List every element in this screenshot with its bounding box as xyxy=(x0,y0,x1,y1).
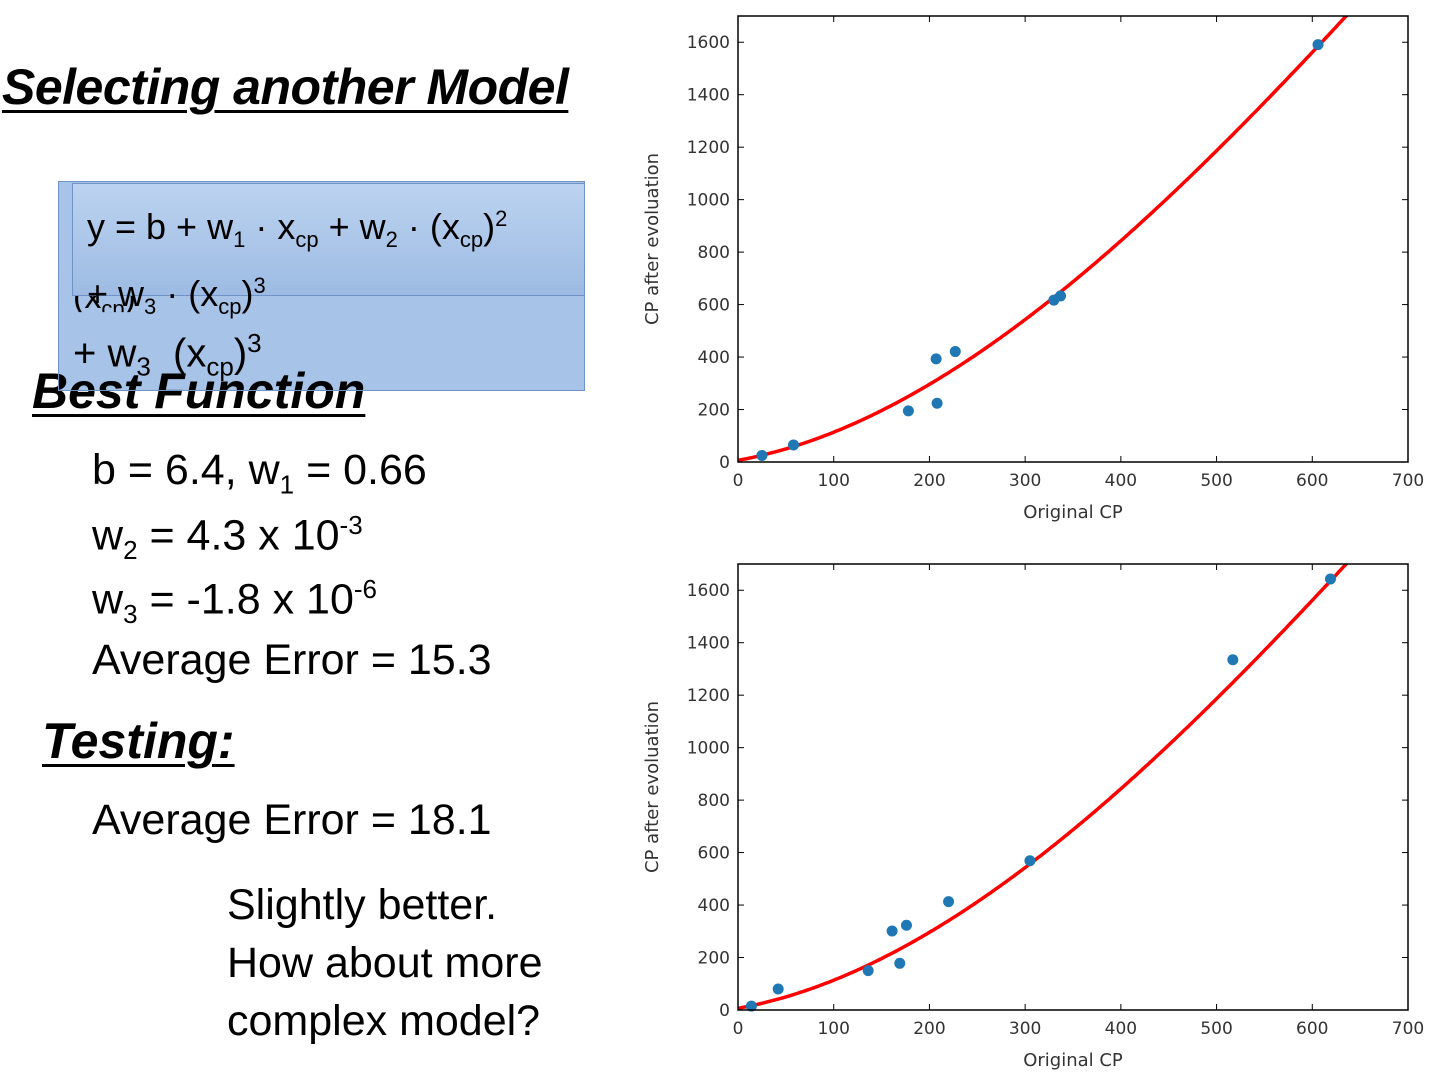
data-point xyxy=(931,397,943,409)
y-tick-label: 200 xyxy=(698,949,730,969)
formula-back-line-2: + w3 (xcp)3 xyxy=(73,328,262,382)
y-tick-label: 1000 xyxy=(687,191,730,211)
fit-curve xyxy=(738,16,1349,462)
note-line-2: How about more xyxy=(227,939,543,987)
y-tick-label: 1200 xyxy=(687,686,730,706)
x-tick-label: 200 xyxy=(913,471,945,491)
y-tick-label: 1600 xyxy=(687,33,730,53)
formula-line-2: + w3 · (xcp)3 xyxy=(87,273,266,320)
y-tick-label: 800 xyxy=(698,791,730,811)
y-tick-label: 1400 xyxy=(687,634,730,654)
data-point xyxy=(772,983,784,995)
param-w3: w3 = -1.8 x 10-6 xyxy=(92,574,377,629)
data-point xyxy=(1324,573,1336,585)
training-error: Average Error = 15.3 xyxy=(92,636,492,684)
param-w2: w2 = 4.3 x 10-3 xyxy=(92,510,363,565)
formula-box: y = b + w1 · xcp + w2 · (xcp)2 + w3 · (x… xyxy=(72,183,585,319)
data-point xyxy=(902,405,914,417)
y-tick-label: 0 xyxy=(719,453,730,473)
testing-heading: Testing: xyxy=(42,713,235,769)
note-line-3: complex model? xyxy=(227,997,541,1045)
data-point xyxy=(756,449,768,461)
y-tick-label: 1600 xyxy=(687,581,730,601)
data-point xyxy=(745,1000,757,1012)
training-chart: 0 100 200 300 400 500 600 700 0 200 400 600 800 1000 1… xyxy=(642,15,1424,523)
formula-line-1: y = b + w1 · xcp + w2 · (xcp)2 xyxy=(87,206,508,253)
data-point xyxy=(930,353,942,365)
data-point xyxy=(1227,654,1239,666)
x-tick-label: 0 xyxy=(733,471,744,491)
y-tick-label: 1000 xyxy=(687,739,730,759)
data-point xyxy=(949,346,961,358)
x-tick-label: 300 xyxy=(1009,471,1041,491)
x-tick-label: 400 xyxy=(1105,1019,1137,1039)
data-point xyxy=(788,439,800,451)
x-tick-label: 0 xyxy=(733,1019,744,1039)
y-tick-label: 200 xyxy=(698,401,730,421)
note-line-1: Slightly better. xyxy=(227,881,498,929)
x-tick-label: 300 xyxy=(1009,1019,1041,1039)
testing-error: Average Error = 18.1 xyxy=(92,796,492,844)
data-point xyxy=(1024,855,1036,867)
slide-title: Selecting another Model xyxy=(2,59,569,115)
y-tick-label: 0 xyxy=(719,1001,730,1021)
fit-curve xyxy=(738,564,1349,1010)
best-function-heading: Best Function xyxy=(32,363,366,419)
y-tick-label: 400 xyxy=(698,348,730,368)
x-tick-label: 500 xyxy=(1200,1019,1232,1039)
y-tick-label: 600 xyxy=(698,844,730,864)
y-tick-label: 1200 xyxy=(687,138,730,158)
y-axis-label: CP after evoluation xyxy=(642,153,663,325)
x-tick-label: 100 xyxy=(817,1019,849,1039)
plot-frame xyxy=(737,563,1409,1011)
data-point xyxy=(943,896,955,908)
x-tick-label: 500 xyxy=(1200,471,1232,491)
x-tick-label: 600 xyxy=(1296,471,1328,491)
data-point xyxy=(862,965,874,977)
x-tick-label: 600 xyxy=(1296,1019,1328,1039)
data-point xyxy=(1312,39,1324,51)
x-tick-label: 700 xyxy=(1392,471,1424,491)
x-tick-label: 400 xyxy=(1105,471,1137,491)
x-axis-label: Original CP xyxy=(1023,502,1123,523)
x-axis-label: Original CP xyxy=(1023,1050,1123,1071)
data-point xyxy=(886,925,898,937)
data-point xyxy=(894,957,906,969)
x-tick-label: 100 xyxy=(817,471,849,491)
plot-frame xyxy=(737,15,1409,463)
testing-chart: 0 100 200 300 400 500 600 700 0 200 400 600 800 1000 1… xyxy=(642,563,1424,1071)
data-point xyxy=(1055,290,1067,302)
y-tick-label: 400 xyxy=(698,896,730,916)
y-tick-label: 1400 xyxy=(687,86,730,106)
x-tick-label: 700 xyxy=(1392,1019,1424,1039)
data-point xyxy=(900,919,912,931)
conclusion-note: Slightly better. How about more complex … xyxy=(227,876,543,1050)
y-tick-label: 800 xyxy=(698,243,730,263)
y-axis-label: CP after evoluation xyxy=(642,701,663,873)
x-tick-label: 200 xyxy=(913,1019,945,1039)
param-b-w1: b = 6.4, w1 = 0.66 xyxy=(92,446,427,500)
y-tick-label: 600 xyxy=(698,296,730,316)
